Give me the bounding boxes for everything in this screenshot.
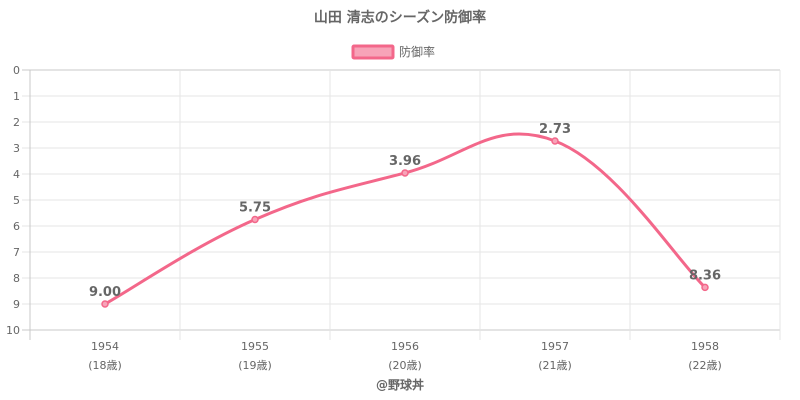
- x-tick-label: 1956: [391, 340, 419, 353]
- x-tick-label: 1958: [691, 340, 719, 353]
- y-tick-label: 9: [13, 298, 20, 311]
- y-axis-ticks: 0 1 2 3 4 5 6 7 8 9 10: [6, 64, 20, 337]
- x-tick-label: 1957: [541, 340, 569, 353]
- data-label: 9.00: [89, 285, 121, 300]
- data-point[interactable]: [251, 215, 259, 224]
- legend[interactable]: 防御率: [351, 44, 435, 60]
- x-tick-label: 1955: [241, 340, 269, 353]
- x-tick-sublabel: (18歳): [88, 359, 122, 372]
- y-tick-label: 2: [13, 116, 20, 129]
- credit-text: @野球丼: [376, 377, 424, 392]
- data-point[interactable]: [401, 169, 409, 177]
- data-point[interactable]: [701, 283, 709, 292]
- data-label: 5.75: [239, 201, 271, 216]
- y-tick-label: 4: [13, 168, 20, 181]
- data-point[interactable]: [101, 300, 109, 308]
- x-tick-sublabel: (19歳): [238, 359, 272, 372]
- x-tick-sublabel: (21歳): [538, 359, 572, 372]
- data-points: [101, 137, 709, 308]
- y-tick-label: 10: [6, 324, 20, 337]
- legend-label: 防御率: [399, 44, 435, 59]
- data-labels: 9.00 5.75 3.96 2.73 8.36: [89, 122, 721, 300]
- y-tick-label: 6: [13, 220, 20, 233]
- x-tick-label: 1954: [91, 340, 119, 353]
- legend-swatch: [351, 44, 395, 60]
- data-point[interactable]: [551, 137, 559, 145]
- y-tick-label: 7: [13, 246, 20, 259]
- x-tick-sublabel: (20歳): [388, 359, 422, 372]
- y-tick-label: 5: [13, 194, 20, 207]
- x-tick-sublabel: (22歳): [688, 359, 722, 372]
- y-tick-label: 8: [13, 272, 20, 285]
- y-tick-label: 1: [13, 90, 20, 103]
- y-tick-label: 3: [13, 142, 20, 155]
- data-label: 2.73: [539, 122, 571, 137]
- x-axis-ticks: 1954 (18歳) 1955 (19歳) 1956 (20歳) 1957 (21歳) 1958…: [88, 340, 722, 372]
- chart-title: 山田 清志のシーズン防御率: [314, 9, 486, 26]
- data-label: 3.96: [389, 154, 421, 169]
- grid: [22, 69, 781, 340]
- y-tick-label: 0: [13, 64, 20, 77]
- data-label: 8.36: [689, 268, 721, 283]
